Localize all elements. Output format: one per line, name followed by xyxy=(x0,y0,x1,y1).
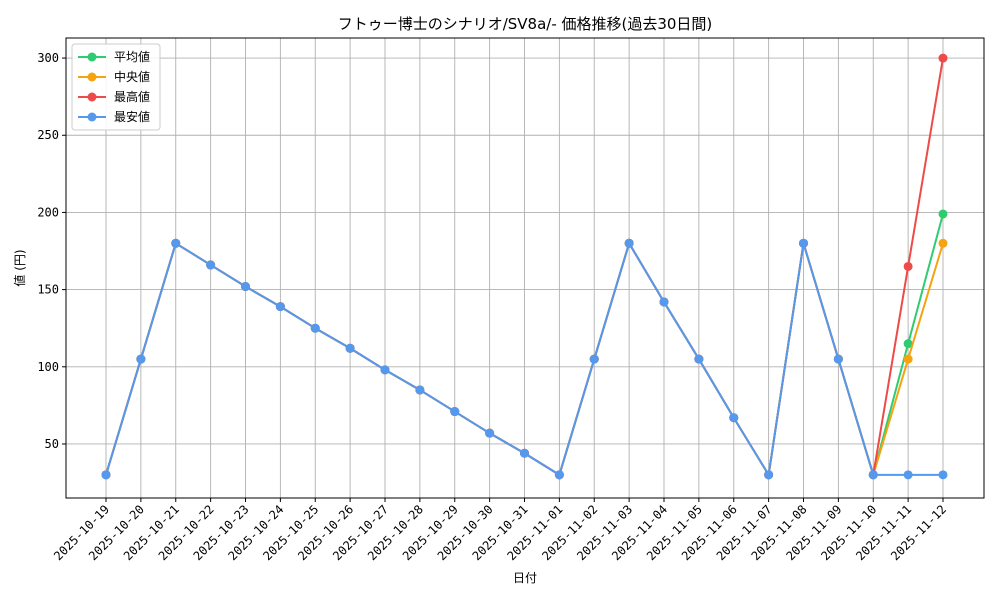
data-point xyxy=(554,470,564,480)
series-layer xyxy=(101,53,948,480)
data-point xyxy=(938,209,948,219)
y-axis-label: 値 (円) xyxy=(12,249,27,286)
legend-swatch-marker xyxy=(87,72,97,82)
data-point xyxy=(520,448,529,458)
data-point xyxy=(485,428,495,438)
legend-swatch-marker xyxy=(87,112,97,122)
data-point xyxy=(415,385,425,395)
y-tick-label: 50 xyxy=(45,437,59,451)
x-axis-label: 日付 xyxy=(513,571,537,585)
data-point xyxy=(938,238,948,248)
data-point xyxy=(833,354,843,364)
data-point xyxy=(206,260,216,270)
data-point xyxy=(241,282,250,292)
legend-label: 中央値 xyxy=(114,69,150,84)
legend-label: 最安値 xyxy=(114,109,150,124)
data-point xyxy=(903,354,913,364)
data-point xyxy=(729,413,739,423)
data-point xyxy=(136,354,146,364)
data-point xyxy=(938,53,948,63)
legend-box xyxy=(71,43,161,131)
chart-title: フトゥー博士のシナリオ/SV8a/- 価格推移(過去30日間) xyxy=(338,15,713,33)
grid-lines xyxy=(66,38,984,498)
data-point xyxy=(903,339,913,349)
plot-frame xyxy=(65,37,985,499)
data-point xyxy=(589,354,599,364)
data-point xyxy=(345,343,355,353)
y-tick-label: 100 xyxy=(37,360,59,374)
data-point xyxy=(275,302,285,312)
data-point xyxy=(799,238,808,248)
y-tick-label: 150 xyxy=(37,283,59,297)
y-tick-label: 200 xyxy=(37,205,59,219)
data-point xyxy=(903,470,913,480)
y-axis-ticks: 50 100 150 200 250 300 xyxy=(37,51,66,451)
data-point xyxy=(624,238,634,248)
legend-swatch-marker xyxy=(87,52,97,62)
y-tick-label: 300 xyxy=(37,51,59,65)
data-point xyxy=(101,470,111,480)
data-point xyxy=(764,470,774,480)
data-point xyxy=(450,407,460,417)
data-point xyxy=(938,470,948,480)
legend-label: 平均値 xyxy=(114,49,150,64)
data-point xyxy=(310,323,320,333)
data-point xyxy=(659,297,669,307)
data-point xyxy=(903,261,913,271)
data-point xyxy=(694,354,704,364)
legend-swatch-marker xyxy=(87,92,97,102)
data-point xyxy=(868,470,878,480)
x-axis-ticks: 2025-10-192025-10-202025-10-212025-10-22… xyxy=(51,498,949,563)
data-point xyxy=(171,238,181,248)
series-3 xyxy=(101,238,948,480)
data-point xyxy=(380,365,390,375)
legend-label: 最高値 xyxy=(114,89,150,104)
y-tick-label: 250 xyxy=(37,128,59,142)
